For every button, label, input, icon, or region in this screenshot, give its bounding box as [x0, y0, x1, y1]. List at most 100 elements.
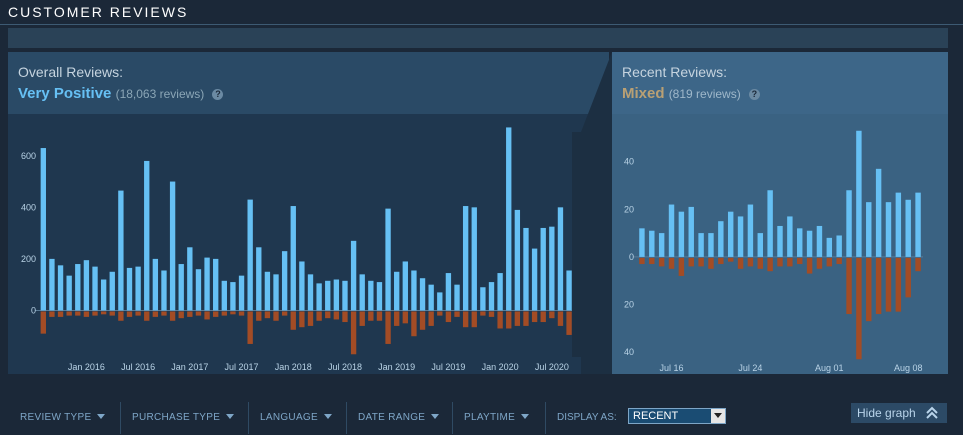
negative-bar[interactable]	[549, 311, 555, 319]
negative-bar[interactable]	[905, 257, 911, 298]
negative-bar[interactable]	[767, 257, 773, 272]
positive-bar[interactable]	[806, 230, 813, 257]
positive-bar[interactable]	[100, 279, 107, 311]
negative-bar[interactable]	[480, 311, 486, 316]
positive-bar[interactable]	[471, 207, 477, 311]
negative-bar[interactable]	[777, 257, 783, 267]
negative-bar[interactable]	[342, 311, 348, 323]
negative-bar[interactable]	[385, 311, 391, 344]
positive-bar[interactable]	[688, 206, 694, 257]
negative-bar[interactable]	[668, 257, 675, 269]
positive-bar[interactable]	[747, 204, 754, 257]
positive-bar[interactable]	[169, 181, 176, 311]
negative-bar[interactable]	[316, 311, 322, 321]
positive-bar[interactable]	[411, 270, 417, 311]
negative-bar[interactable]	[678, 257, 685, 276]
positive-bar[interactable]	[514, 209, 521, 311]
negative-bar[interactable]	[187, 311, 193, 317]
positive-bar[interactable]	[462, 206, 469, 311]
positive-bar[interactable]	[195, 269, 202, 311]
negative-bar[interactable]	[135, 311, 141, 316]
positive-bar[interactable]	[816, 225, 823, 257]
negative-bar[interactable]	[49, 311, 55, 317]
negative-bar[interactable]	[256, 311, 262, 321]
positive-bar[interactable]	[639, 228, 645, 257]
negative-bar[interactable]	[144, 311, 150, 321]
positive-bar[interactable]	[75, 264, 81, 311]
negative-bar[interactable]	[747, 257, 754, 267]
positive-bar[interactable]	[836, 235, 842, 257]
positive-bar[interactable]	[856, 130, 862, 257]
positive-bar[interactable]	[767, 190, 773, 257]
filter-date-range[interactable]: DATE RANGE	[358, 412, 440, 423]
positive-bar[interactable]	[359, 274, 365, 311]
negative-bar[interactable]	[454, 311, 460, 317]
positive-bar[interactable]	[333, 279, 340, 311]
positive-bar[interactable]	[540, 227, 546, 311]
positive-bar[interactable]	[905, 199, 911, 257]
negative-bar[interactable]	[523, 311, 529, 326]
hide-graph-button[interactable]: Hide graph	[851, 403, 947, 423]
positive-bar[interactable]	[649, 230, 655, 257]
positive-bar[interactable]	[797, 228, 803, 257]
negative-bar[interactable]	[204, 311, 210, 320]
negative-bar[interactable]	[376, 311, 383, 321]
positive-bar[interactable]	[187, 247, 193, 311]
positive-bar[interactable]	[204, 257, 210, 311]
negative-bar[interactable]	[325, 311, 331, 319]
positive-bar[interactable]	[307, 274, 314, 311]
positive-bar[interactable]	[658, 233, 665, 257]
negative-bar[interactable]	[333, 311, 340, 320]
negative-bar[interactable]	[66, 311, 72, 316]
positive-bar[interactable]	[437, 292, 443, 311]
positive-bar[interactable]	[566, 270, 572, 311]
positive-bar[interactable]	[737, 216, 744, 257]
negative-bar[interactable]	[359, 311, 365, 326]
positive-bar[interactable]	[523, 227, 529, 311]
negative-bar[interactable]	[688, 257, 694, 267]
negative-bar[interactable]	[290, 311, 296, 330]
positive-bar[interactable]	[777, 225, 783, 257]
negative-bar[interactable]	[846, 257, 852, 315]
negative-bar[interactable]	[195, 311, 202, 316]
positive-bar[interactable]	[376, 282, 383, 311]
negative-bar[interactable]	[727, 257, 734, 262]
positive-bar[interactable]	[299, 261, 305, 311]
positive-bar[interactable]	[885, 202, 892, 257]
negative-bar[interactable]	[281, 311, 288, 316]
positive-bar[interactable]	[846, 190, 852, 257]
negative-bar[interactable]	[866, 257, 872, 322]
negative-bar[interactable]	[639, 257, 645, 265]
negative-bar[interactable]	[92, 311, 98, 316]
positive-bar[interactable]	[49, 258, 55, 311]
positive-bar[interactable]	[342, 280, 348, 311]
help-icon[interactable]: ?	[212, 89, 224, 100]
negative-bar[interactable]	[100, 311, 107, 315]
negative-bar[interactable]	[797, 257, 803, 265]
positive-bar[interactable]	[445, 273, 452, 311]
negative-bar[interactable]	[169, 311, 176, 321]
positive-bar[interactable]	[256, 247, 262, 311]
positive-bar[interactable]	[668, 204, 675, 257]
positive-bar[interactable]	[118, 190, 124, 311]
negative-bar[interactable]	[895, 257, 902, 312]
positive-bar[interactable]	[213, 258, 219, 311]
negative-bar[interactable]	[178, 311, 184, 319]
positive-bar[interactable]	[698, 233, 704, 257]
negative-bar[interactable]	[806, 257, 813, 274]
positive-bar[interactable]	[678, 211, 685, 257]
positive-bar[interactable]	[394, 271, 400, 311]
positive-bar[interactable]	[718, 221, 724, 257]
positive-bar[interactable]	[757, 233, 763, 257]
positive-bar[interactable]	[178, 264, 184, 311]
negative-bar[interactable]	[566, 311, 572, 335]
negative-bar[interactable]	[757, 257, 763, 269]
negative-bar[interactable]	[658, 257, 665, 267]
positive-bar[interactable]	[497, 273, 503, 311]
negative-bar[interactable]	[557, 311, 564, 326]
negative-bar[interactable]	[708, 257, 714, 269]
negative-bar[interactable]	[471, 311, 477, 328]
positive-bar[interactable]	[915, 192, 921, 257]
negative-bar[interactable]	[419, 311, 426, 330]
positive-bar[interactable]	[708, 233, 714, 257]
